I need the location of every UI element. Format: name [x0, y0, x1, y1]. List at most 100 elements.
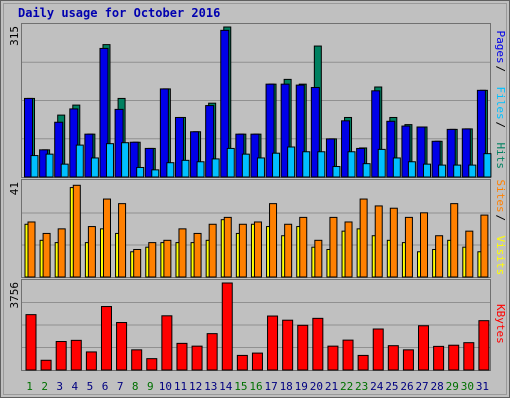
bar-files-day-3: [60, 163, 69, 178]
bar-sites-day-13: [208, 223, 217, 278]
bar-sites-day-3: [57, 228, 66, 278]
bar-files-day-20: [317, 151, 326, 178]
bar-pages-day-16: [250, 133, 260, 178]
legend-label-pages: Pages: [494, 31, 507, 64]
panel-hits-files-pages: 315 Pages / Files / Hits: [8, 23, 507, 178]
bar-kbytes-day-11: [176, 342, 188, 371]
bar-pages-day-5: [84, 133, 94, 178]
bar-sites-day-15: [238, 223, 247, 278]
bar-files-day-23: [362, 163, 371, 178]
bar-kbytes-day-26: [402, 349, 414, 371]
bar-kbytes-day-2: [40, 359, 52, 371]
bar-kbytes-day-7: [116, 322, 128, 371]
bar-pages-day-21: [325, 138, 335, 178]
x-tick-label: 28: [431, 380, 444, 393]
bar-files-day-8: [136, 166, 145, 178]
bar-sites-day-27: [420, 212, 429, 278]
bar-sites-day-25: [389, 207, 398, 278]
x-tick-label: 4: [72, 380, 79, 393]
bar-pages-day-31: [476, 89, 486, 178]
bar-kbytes-day-1: [25, 314, 37, 371]
bar-sites-day-6: [102, 198, 111, 278]
bar-kbytes-day-5: [85, 351, 97, 371]
legend-label-visits: Visits: [494, 236, 507, 276]
x-tick-label: 16: [249, 380, 262, 393]
bar-sites-day-4: [72, 184, 81, 278]
bar-sites-day-31: [480, 214, 489, 278]
x-tick-label: 26: [400, 380, 413, 393]
bar-kbytes-day-17: [267, 315, 279, 371]
x-tick-label: 1: [26, 380, 33, 393]
bar-sites-day-21: [329, 216, 338, 278]
bar-pages-day-18: [280, 83, 290, 178]
x-tick-label: 24: [370, 380, 384, 393]
panel-kbytes: 3756 KBytes: [8, 279, 507, 371]
bar-sites-day-2: [42, 232, 51, 278]
bar-sites-day-8: [133, 248, 142, 278]
bar-sites-day-10: [163, 239, 172, 278]
bar-kbytes-day-13: [206, 333, 218, 371]
x-tick-label: 31: [476, 380, 489, 393]
bar-sites-day-23: [359, 198, 368, 278]
bar-files-day-26: [407, 161, 416, 178]
bar-kbytes-day-12: [191, 345, 203, 371]
legend-label-hits: Hits: [494, 143, 507, 170]
bar-sites-day-16: [253, 221, 262, 278]
bar-kbytes-day-3: [55, 341, 67, 371]
bar-sites-day-26: [404, 216, 413, 278]
bar-kbytes-day-20: [312, 317, 324, 371]
bar-files-day-22: [347, 151, 356, 178]
bar-files-day-11: [181, 159, 190, 178]
bar-files-day-31: [483, 153, 492, 178]
x-tick-label: 19: [295, 380, 308, 393]
bar-sites-day-11: [178, 228, 187, 278]
bar-kbytes-day-25: [387, 345, 399, 371]
bar-sites-day-12: [193, 232, 202, 278]
bar-pages-day-11: [174, 116, 184, 178]
bar-pages-day-30: [461, 128, 471, 178]
bar-sites-day-9: [148, 242, 157, 278]
bar-pages-day-10: [159, 88, 169, 178]
bar-files-day-21: [332, 166, 341, 178]
legend-separator: /: [494, 122, 507, 129]
x-tick-label: 9: [147, 380, 154, 393]
bar-pages-day-12: [190, 131, 200, 178]
bar-pages-day-23: [356, 147, 366, 178]
bar-pages-day-26: [401, 125, 411, 178]
bar-kbytes-day-31: [478, 320, 490, 371]
legend-label-sites: Sites: [494, 180, 507, 213]
bar-sites-day-7: [118, 203, 127, 278]
bar-kbytes-day-14: [221, 282, 233, 371]
bar-kbytes-day-24: [372, 328, 384, 371]
bar-kbytes-day-10: [161, 315, 173, 371]
bar-kbytes-day-30: [463, 342, 475, 371]
bar-pages-day-28: [431, 140, 441, 178]
x-tick-label: 29: [446, 380, 459, 393]
bar-sites-day-28: [435, 235, 444, 278]
bar-pages-day-25: [386, 120, 396, 178]
bar-files-day-27: [423, 163, 432, 178]
bar-kbytes-day-28: [433, 345, 445, 371]
bar-pages-day-6: [99, 47, 109, 178]
bar-pages-day-14: [220, 29, 230, 178]
panel-visits-sites: 41 Sites / Visits: [8, 179, 507, 278]
bar-pages-day-20: [310, 86, 320, 178]
bar-files-day-5: [90, 157, 99, 178]
legend-separator: /: [494, 215, 507, 222]
bar-kbytes-day-18: [282, 319, 294, 371]
bar-pages-day-17: [265, 83, 275, 178]
bar-kbytes-day-4: [70, 339, 82, 371]
x-tick-label: 12: [189, 380, 202, 393]
bar-files-day-19: [302, 151, 311, 178]
bar-files-day-14: [226, 147, 235, 178]
bar-files-day-4: [75, 144, 84, 178]
x-axis-day-labels: 1 2 3 4 5 6 7 8 9 10 11 12 13 14 15 16 17 18 19 20 21 22 23 24 2…: [26, 380, 489, 393]
bar-kbytes-day-29: [448, 344, 460, 371]
bar-sites-day-19: [299, 216, 308, 278]
legend-label-files: Files: [494, 87, 507, 120]
bar-sites-day-29: [450, 203, 459, 278]
bar-pages-day-19: [295, 84, 305, 178]
bar-kbytes-day-22: [342, 339, 354, 371]
bar-files-day-17: [272, 152, 281, 178]
x-tick-label: 25: [385, 380, 398, 393]
